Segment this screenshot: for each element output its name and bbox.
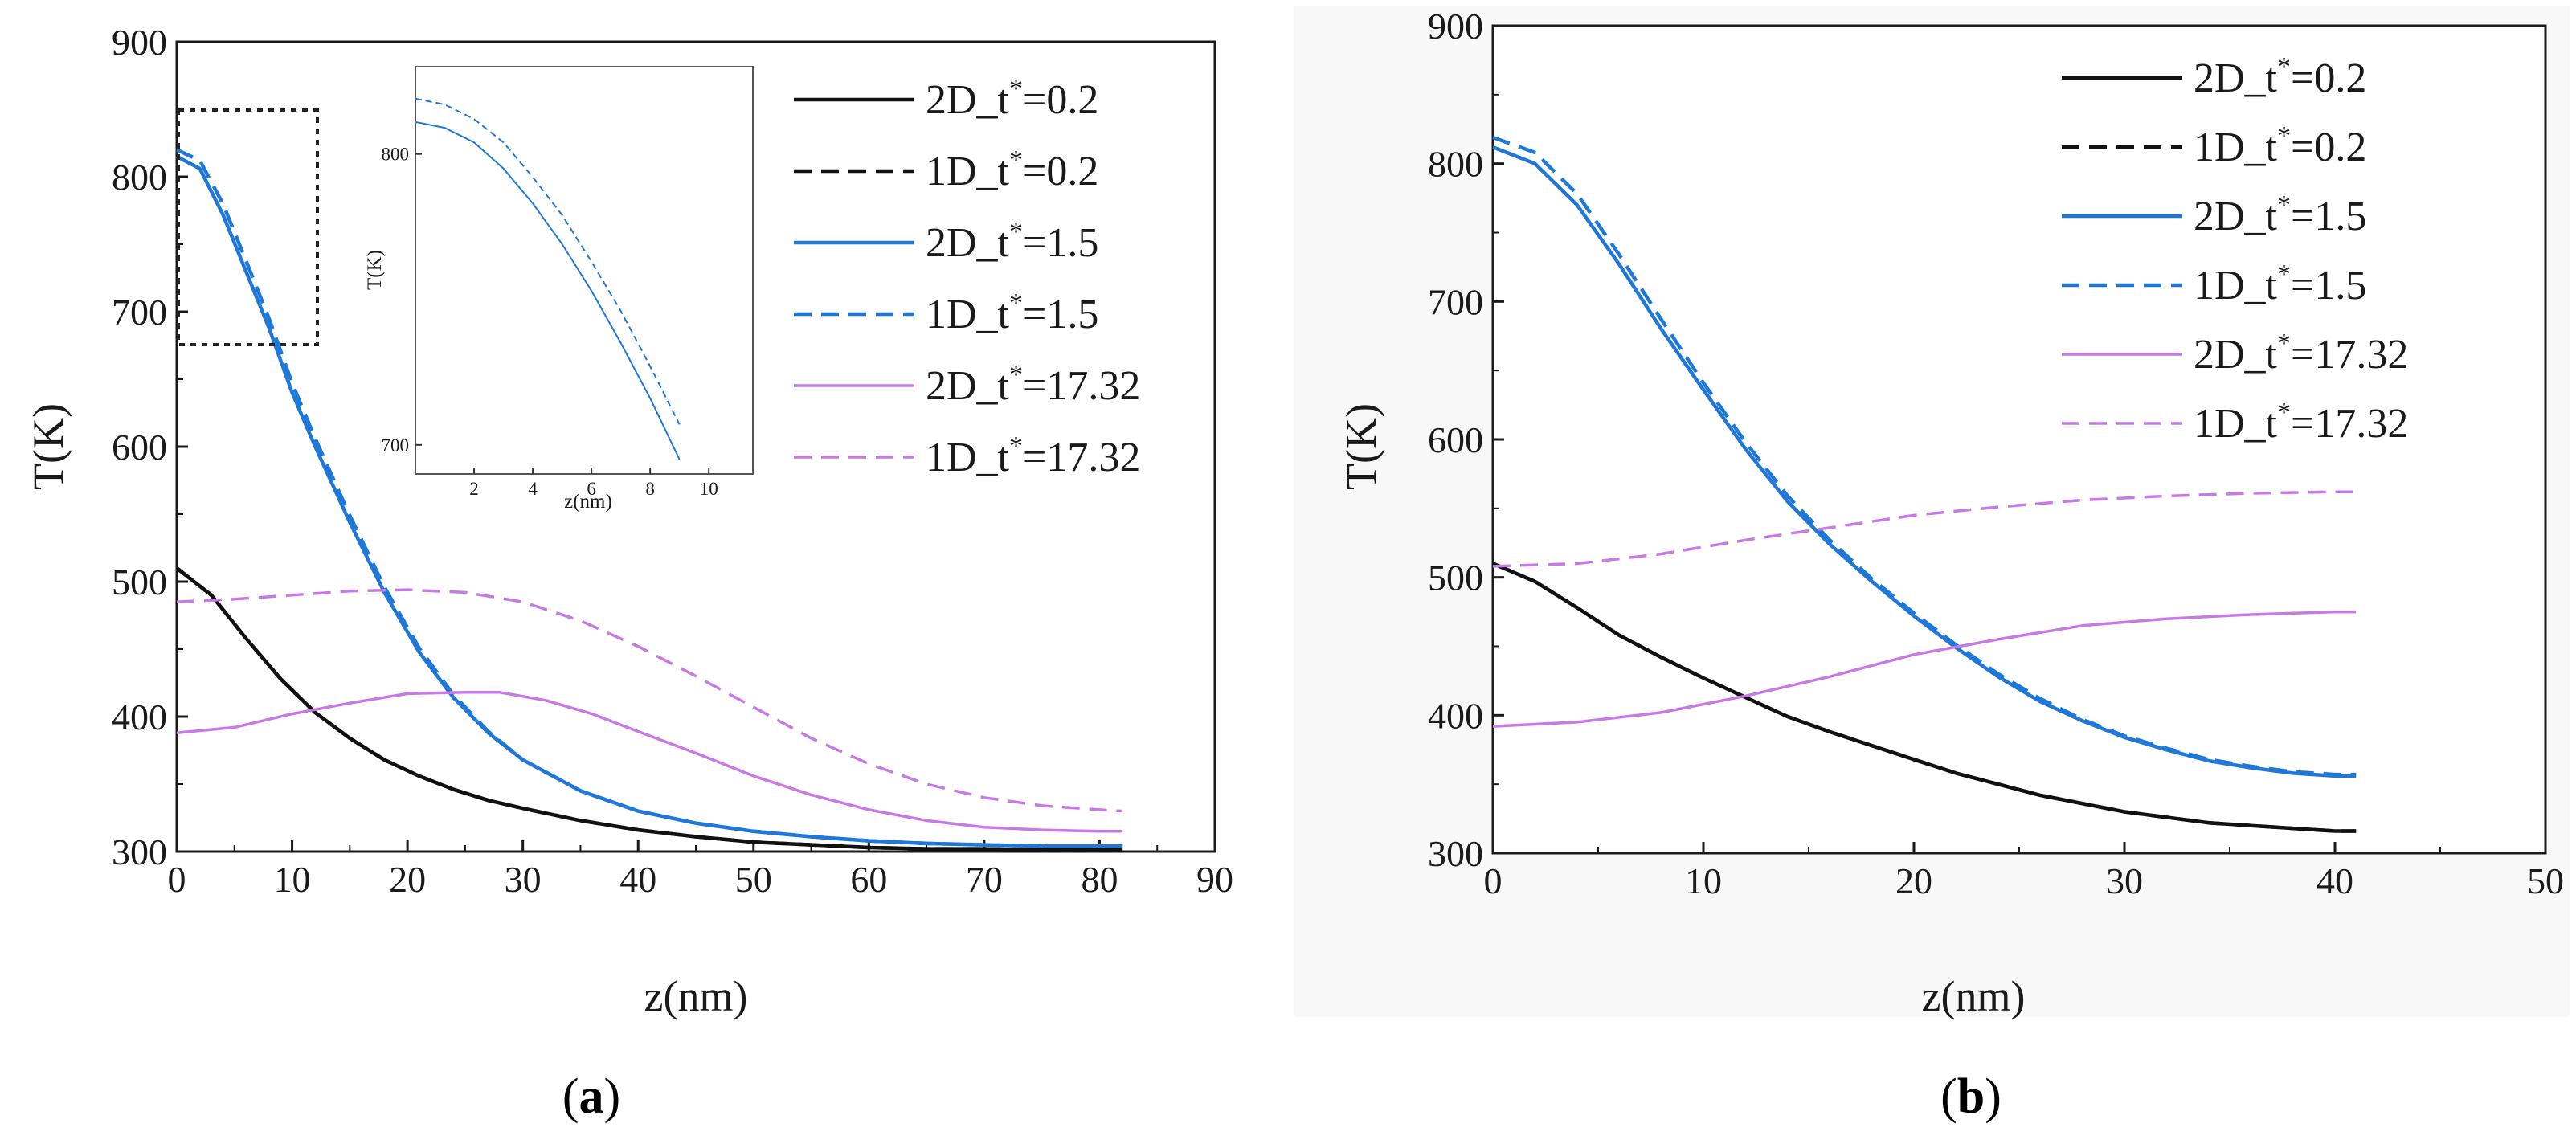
inset-series-2d-t-1-5 bbox=[415, 121, 681, 460]
panel-a-x-axis-label: z(nm) bbox=[644, 972, 748, 1020]
panel-a-x-tick-label: 80 bbox=[1081, 859, 1118, 900]
inset-x-tick-label: 10 bbox=[700, 479, 718, 499]
panel-a-x-tick-label: 0 bbox=[168, 859, 186, 900]
panel-b-plot-background bbox=[1493, 26, 2545, 853]
panel-a-x-tick-label: 90 bbox=[1196, 859, 1233, 900]
panel-a-chart: 0 10 20 30 40 50 60 70 80 90 300 400 500 600 700 800 900… bbox=[24, 22, 1233, 1124]
panel-a-x-tick-label: 70 bbox=[966, 859, 1003, 900]
panel-b-series-group bbox=[1492, 135, 2357, 833]
panel-a-y-tick-label: 300 bbox=[112, 831, 167, 872]
inset-y-tick-label: 800 bbox=[382, 145, 410, 165]
panel-b-y-tick-label: 700 bbox=[1428, 281, 1483, 322]
inset-y-tick-label: 700 bbox=[382, 435, 410, 456]
panel-b-legend-label-1d-t-0-2: 1D_t*=0.2 bbox=[2194, 121, 2366, 170]
panel-a-y-axis-label: T(K) bbox=[24, 403, 72, 490]
panel-b-y-tick-label: 800 bbox=[1428, 144, 1483, 185]
inset-chart: 2 4 6 8 10 700 800 z(nm) T(K) bbox=[364, 66, 754, 513]
panel-b-y-tick-label: 500 bbox=[1428, 558, 1483, 599]
panel-a-series-1d-t-0-2 bbox=[175, 566, 1123, 852]
panel-a-series-2d-t-17-32 bbox=[176, 691, 1123, 833]
panel-a-x-tick-label: 10 bbox=[274, 859, 311, 900]
inset-series-1d-t-1-5 bbox=[415, 97, 681, 425]
panel-a-legend-label-2d-t-0-2: 2D_t*=0.2 bbox=[926, 74, 1098, 123]
inset-x-tick-label: 6 bbox=[587, 479, 596, 499]
panel-b-x-tick-label: 0 bbox=[1484, 860, 1503, 901]
panel-a-legend-label-2d-t-1-5: 2D_t*=1.5 bbox=[926, 217, 1098, 266]
panel-a-x-tick-label: 60 bbox=[850, 859, 887, 900]
panel-b-series-1d-t-1-5 bbox=[1492, 135, 2357, 777]
panel-a-x-tick-label: 30 bbox=[505, 859, 542, 900]
inset-x-tick-label: 2 bbox=[469, 479, 479, 499]
panel-a-y-tick-label: 400 bbox=[112, 697, 167, 737]
panel-b-y-tick-label: 300 bbox=[1428, 833, 1483, 874]
panel-a-legend-label-1d-t-17-32: 1D_t*=17.32 bbox=[926, 431, 1140, 480]
panel-a-zoom-box bbox=[177, 108, 319, 346]
panel-a-legend: 2D_t*=0.2 1D_t*=0.2 2D_t*=1.5 1D_t*=1.5 2D_t… bbox=[794, 74, 1140, 480]
panel-a-x-tick-label: 50 bbox=[735, 859, 772, 900]
panel-b-legend-label-2d-t-1-5: 2D_t*=1.5 bbox=[2194, 190, 2366, 239]
panel-a-legend-label-1d-t-1-5: 1D_t*=1.5 bbox=[926, 288, 1098, 337]
panel-b-legend: 2D_t*=0.2 1D_t*=0.2 2D_t*=1.5 1D_t*=1.5 2D_t… bbox=[2062, 52, 2408, 447]
panel-a-caption: (a) bbox=[562, 1069, 620, 1124]
panel-a-y-tick-label: 500 bbox=[112, 562, 167, 603]
panel-a-legend-label-1d-t-0-2: 1D_t*=0.2 bbox=[926, 145, 1098, 194]
inset-x-tick-label: 4 bbox=[528, 479, 538, 499]
panel-b-x-tick-label: 20 bbox=[1895, 860, 1932, 901]
panel-b-x-axis-label: z(nm) bbox=[1922, 972, 2026, 1020]
panel-b-legend-label-2d-t-0-2: 2D_t*=0.2 bbox=[2194, 52, 2366, 101]
panel-a-x-tick-label: 20 bbox=[389, 859, 426, 900]
panel-a-y-tick-label: 800 bbox=[112, 157, 167, 198]
panel-a-y-tick-label: 700 bbox=[112, 292, 167, 333]
panel-a-series-1d-t-17-32 bbox=[176, 588, 1123, 813]
panel-b-y-tick-label: 400 bbox=[1428, 695, 1483, 736]
panel-b-series-1d-t-0-2 bbox=[1492, 562, 2357, 833]
panel-b-legend-label-1d-t-1-5: 1D_t*=1.5 bbox=[2194, 259, 2366, 308]
panel-b-series-1d-t-17-32 bbox=[1492, 490, 2357, 568]
inset-x-tick-label: 8 bbox=[645, 479, 655, 499]
panel-b-x-tick-label: 30 bbox=[2106, 860, 2143, 901]
panel-b-y-tick-label: 600 bbox=[1428, 419, 1483, 460]
panel-b-y-axis-label: T(K) bbox=[1337, 403, 1385, 490]
panel-a-y-tick-label: 900 bbox=[112, 22, 167, 63]
panel-a-x-tick-label: 40 bbox=[619, 859, 656, 900]
panel-b-legend-label-2d-t-17-32: 2D_t*=17.32 bbox=[2194, 329, 2408, 378]
panel-a-legend-label-2d-t-17-32: 2D_t*=17.32 bbox=[926, 360, 1140, 409]
panel-b-legend-label-1d-t-17-32: 1D_t*=17.32 bbox=[2194, 398, 2408, 447]
panel-a-series-1d-t-1-5 bbox=[176, 148, 1123, 848]
panel-a-series-group bbox=[175, 148, 1123, 852]
panel-b-caption: (b) bbox=[1940, 1069, 2002, 1124]
panel-b-series-2d-t-17-32 bbox=[1492, 610, 2357, 728]
panel-b-x-tick-label: 40 bbox=[2316, 860, 2353, 901]
panel-b-x-tick-label: 50 bbox=[2527, 860, 2564, 901]
panel-b-chart: 0 10 20 30 40 50 300 400 500 600 700 800 900 z(nm) T… bbox=[1294, 6, 2570, 1124]
inset-y-label: T(K) bbox=[364, 250, 386, 290]
inset-x-label: z(nm) bbox=[564, 491, 612, 513]
panel-b-x-tick-label: 10 bbox=[1685, 860, 1722, 901]
inset-background bbox=[415, 66, 754, 475]
panel-a-y-tick-label: 600 bbox=[112, 427, 167, 468]
panel-b-y-tick-label: 900 bbox=[1428, 6, 1483, 47]
